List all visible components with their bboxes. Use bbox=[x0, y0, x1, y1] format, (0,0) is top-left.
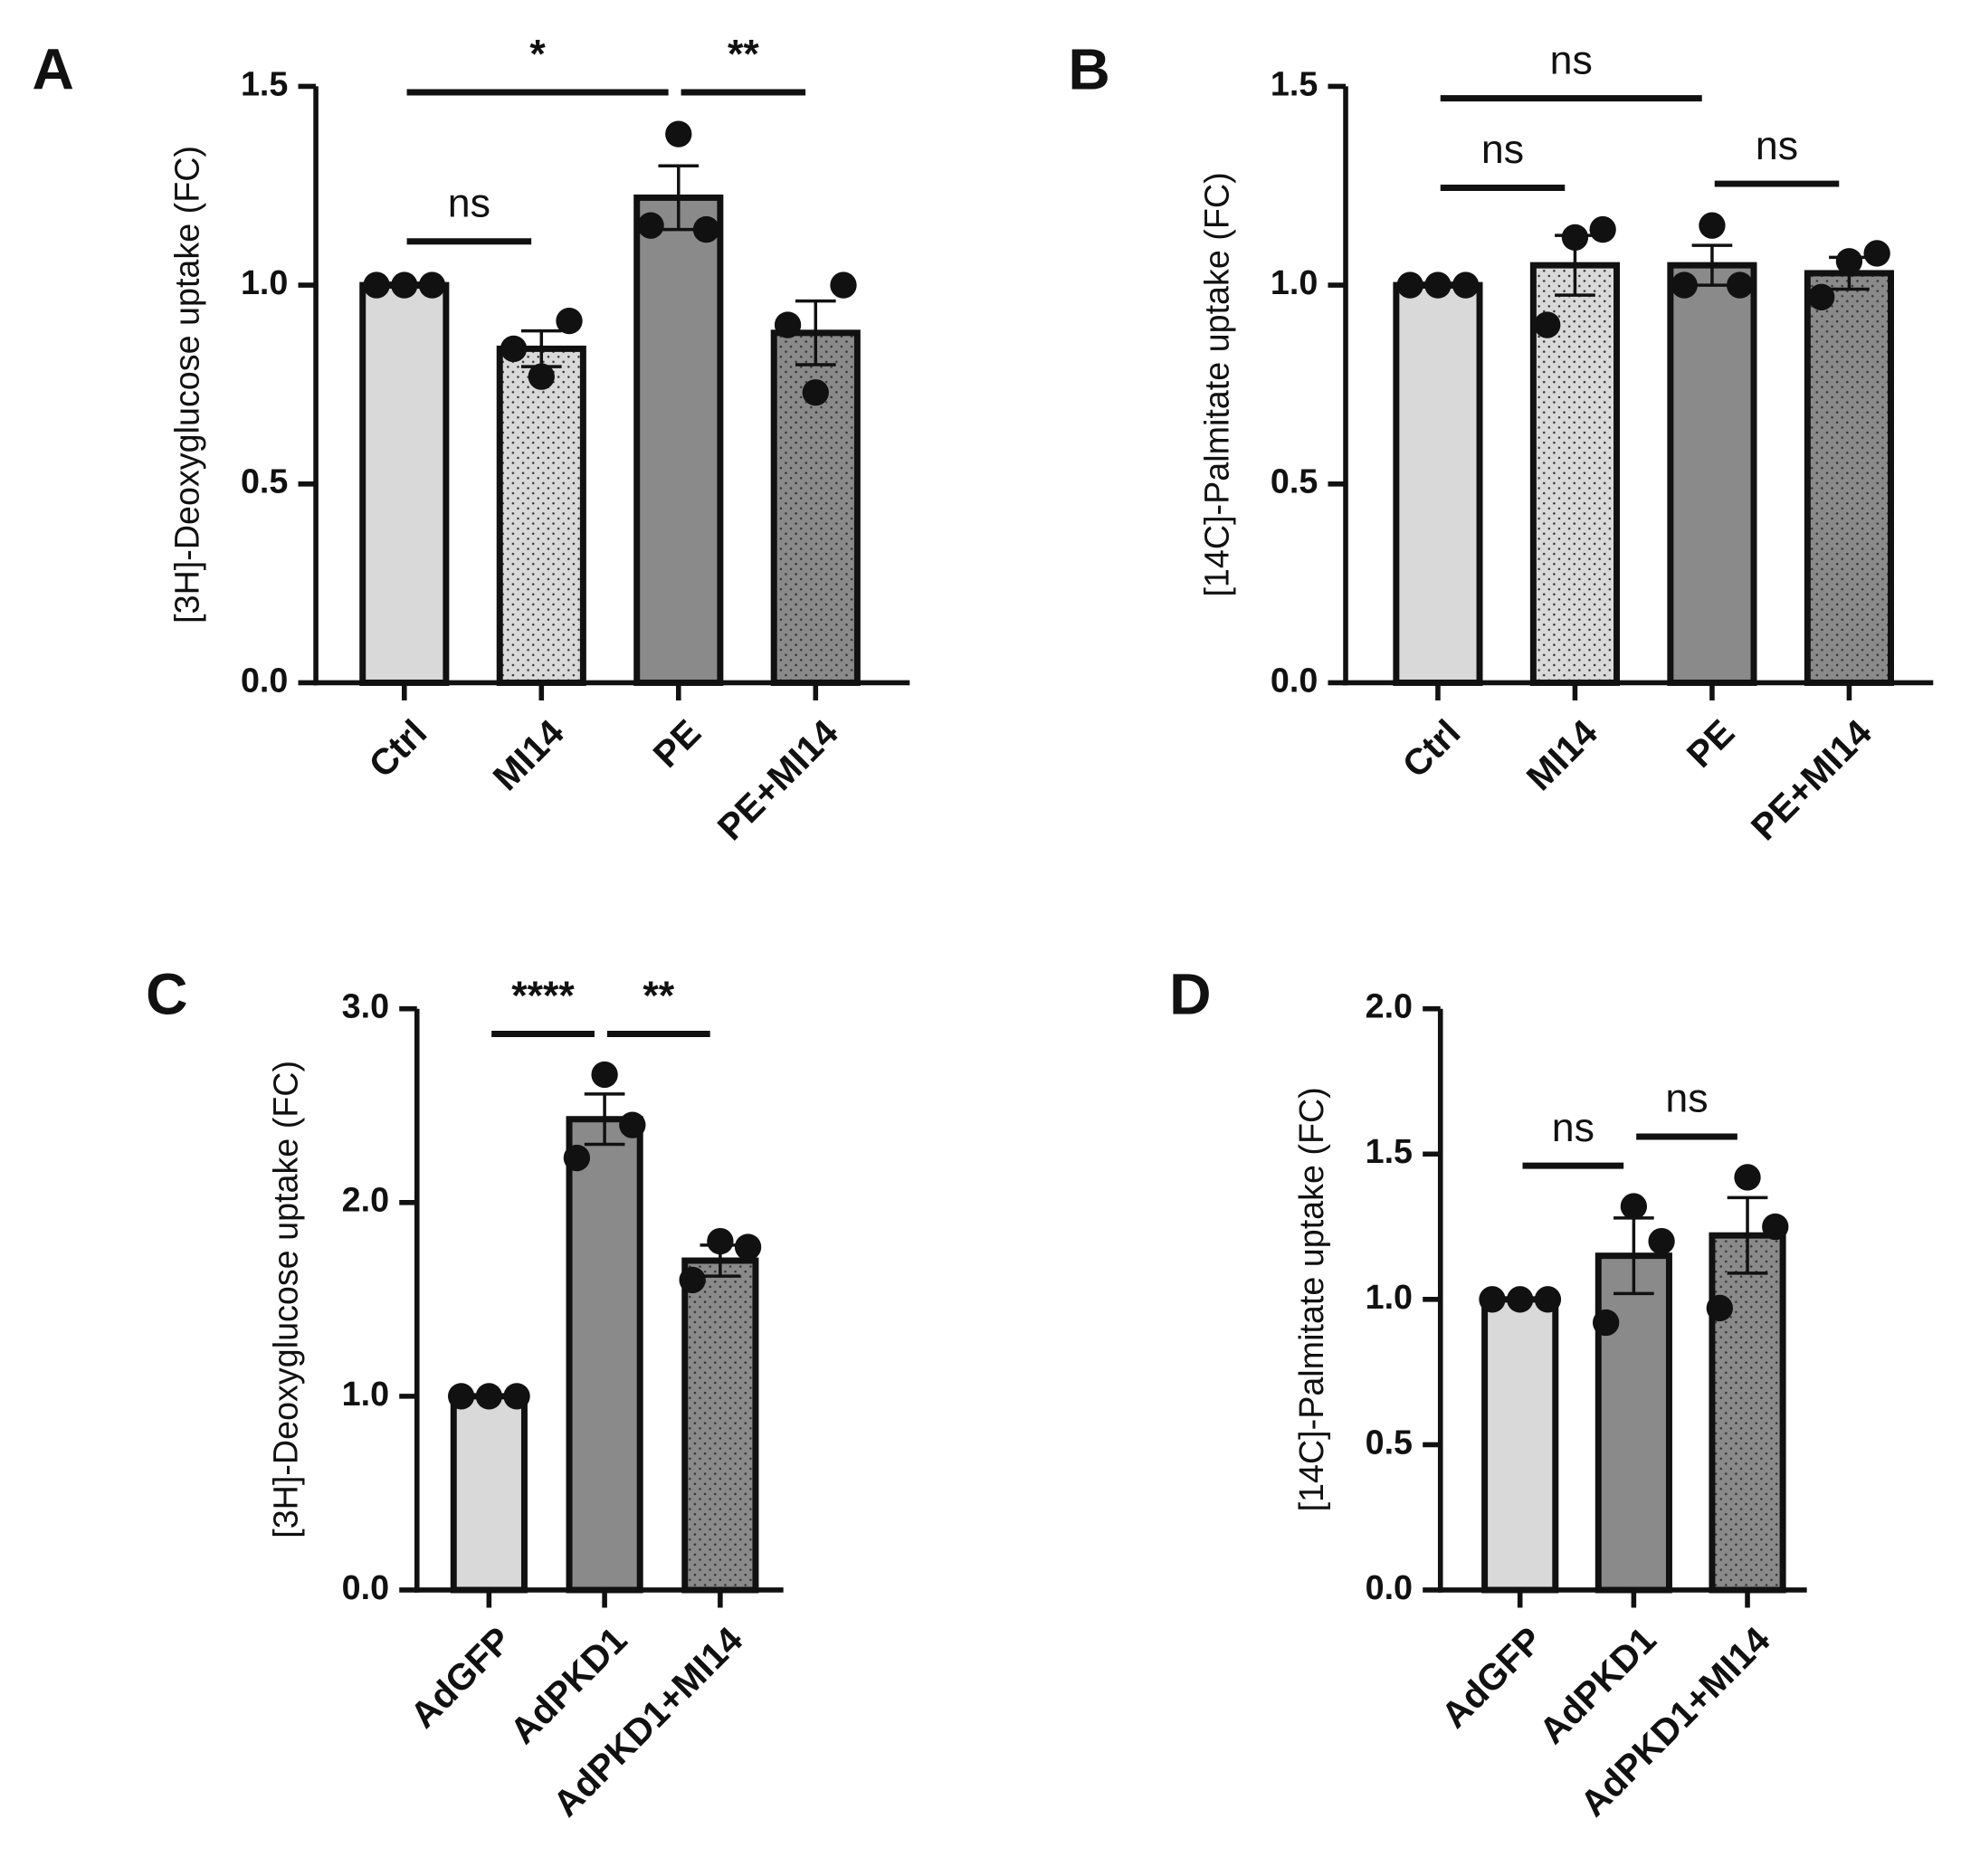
bar bbox=[1709, 1232, 1786, 1594]
data-point bbox=[1479, 1286, 1506, 1313]
significance-label: ns bbox=[1552, 1106, 1595, 1150]
panel-label: C bbox=[146, 961, 187, 1026]
bar bbox=[1804, 270, 1894, 686]
data-point bbox=[475, 1383, 503, 1410]
data-point bbox=[637, 212, 664, 239]
data-point bbox=[1534, 1286, 1562, 1313]
data-point bbox=[619, 1111, 646, 1138]
y-axis-label: [3H]-Deoxyglucose uptake (FC) bbox=[167, 146, 205, 624]
y-tick-label: 1.0 bbox=[241, 263, 288, 301]
significance-label: ns bbox=[1665, 1077, 1708, 1121]
bar bbox=[681, 1257, 759, 1594]
data-point bbox=[1561, 224, 1589, 252]
data-point bbox=[1808, 283, 1835, 310]
significance-label: ns bbox=[1550, 38, 1593, 82]
data-point bbox=[1835, 248, 1863, 275]
data-point bbox=[734, 1233, 762, 1261]
y-tick-label: 1.0 bbox=[1271, 263, 1318, 301]
significance-label: ns bbox=[1481, 128, 1524, 172]
y-axis-label: [3H]-Deoxyglucose uptake (FC) bbox=[266, 1061, 304, 1538]
y-tick-label: 2.0 bbox=[1366, 987, 1413, 1025]
data-point bbox=[1396, 271, 1423, 299]
data-point bbox=[1762, 1213, 1789, 1241]
panel-label: D bbox=[1169, 961, 1211, 1026]
data-point bbox=[1726, 271, 1754, 299]
significance-label: ** bbox=[728, 33, 759, 77]
y-tick-label: 1.0 bbox=[1366, 1278, 1413, 1316]
data-point bbox=[692, 215, 720, 243]
data-point bbox=[665, 120, 692, 148]
data-point bbox=[418, 271, 446, 299]
bar bbox=[633, 194, 724, 686]
data-point bbox=[556, 307, 583, 335]
data-point bbox=[447, 1383, 475, 1410]
significance-label: ns bbox=[1756, 124, 1798, 168]
data-point bbox=[802, 379, 829, 406]
data-point bbox=[1507, 1286, 1534, 1313]
bar bbox=[359, 281, 450, 686]
significance-label: ns bbox=[448, 181, 490, 225]
significance-label: **** bbox=[511, 974, 575, 1018]
data-point bbox=[391, 271, 418, 299]
significance-label: * bbox=[529, 33, 546, 77]
y-tick-label: 1.5 bbox=[1366, 1132, 1413, 1170]
data-point bbox=[1863, 240, 1890, 267]
bar bbox=[1667, 262, 1757, 686]
bar bbox=[566, 1116, 643, 1594]
y-tick-label: 0.5 bbox=[241, 462, 288, 500]
data-point bbox=[1589, 215, 1616, 243]
data-point bbox=[563, 1144, 591, 1172]
data-point bbox=[774, 311, 802, 338]
data-point bbox=[1592, 1309, 1620, 1337]
data-point bbox=[500, 335, 528, 363]
data-point bbox=[1424, 271, 1452, 299]
data-point bbox=[1734, 1164, 1761, 1191]
y-tick-label: 2.0 bbox=[342, 1181, 389, 1219]
data-point bbox=[591, 1061, 618, 1089]
y-tick-label: 0.0 bbox=[1366, 1568, 1413, 1606]
bar bbox=[1595, 1252, 1672, 1594]
data-point bbox=[1706, 1294, 1733, 1322]
data-point bbox=[1620, 1193, 1648, 1220]
data-point bbox=[1534, 311, 1561, 338]
y-tick-label: 0.5 bbox=[1271, 462, 1318, 500]
y-tick-label: 0.0 bbox=[241, 661, 288, 699]
data-point bbox=[1648, 1227, 1675, 1255]
data-point bbox=[1671, 271, 1698, 299]
y-tick-label: 0.5 bbox=[1366, 1423, 1413, 1461]
panel-label: A bbox=[32, 36, 73, 101]
bar bbox=[496, 345, 586, 686]
y-tick-label: 3.0 bbox=[342, 987, 389, 1025]
data-point bbox=[1452, 271, 1480, 299]
y-tick-label: 1.5 bbox=[241, 64, 288, 102]
y-tick-label: 0.0 bbox=[342, 1568, 389, 1606]
data-point bbox=[528, 363, 555, 390]
y-tick-label: 1.5 bbox=[1271, 64, 1318, 102]
bar bbox=[450, 1393, 528, 1594]
data-point bbox=[1699, 212, 1726, 239]
data-point bbox=[503, 1383, 530, 1410]
data-point bbox=[363, 271, 390, 299]
data-point bbox=[707, 1227, 734, 1255]
y-tick-label: 0.0 bbox=[1271, 661, 1318, 699]
y-axis-label: [14C]-Palmitate uptake (FC) bbox=[1292, 1087, 1330, 1511]
bar bbox=[1393, 281, 1483, 686]
data-point bbox=[679, 1266, 706, 1294]
y-axis-label: [14C]-Palmitate uptake (FC) bbox=[1197, 172, 1235, 596]
panel-label: B bbox=[1068, 36, 1109, 101]
y-tick-label: 1.0 bbox=[342, 1375, 389, 1413]
significance-label: ** bbox=[643, 974, 674, 1018]
bar bbox=[1481, 1296, 1559, 1594]
data-point bbox=[830, 271, 857, 299]
